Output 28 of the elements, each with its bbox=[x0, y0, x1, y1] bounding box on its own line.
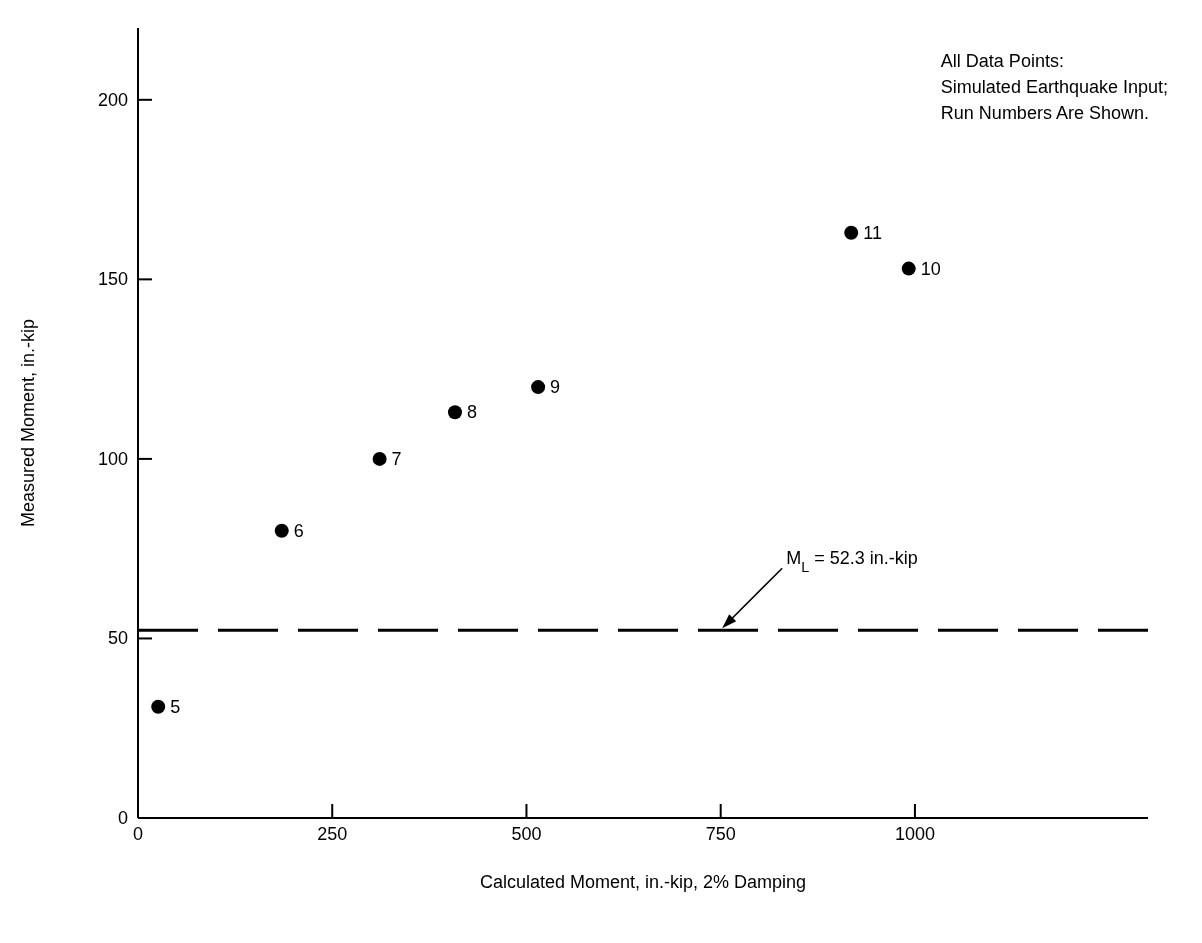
point bbox=[274, 523, 289, 538]
annotation: 7 bbox=[391, 448, 402, 469]
point bbox=[901, 261, 916, 276]
annotation: 9 bbox=[550, 377, 561, 398]
y-tick-label: 50 bbox=[107, 628, 128, 649]
y-tick-label: 0 bbox=[117, 808, 128, 828]
point bbox=[372, 451, 387, 466]
annotation: 10 bbox=[920, 258, 941, 279]
point bbox=[447, 405, 462, 420]
point bbox=[531, 380, 546, 395]
annotation: 5 bbox=[170, 696, 181, 717]
y-tick-label: 150 bbox=[97, 269, 128, 290]
annotation: 11 bbox=[863, 222, 882, 243]
x-tick-label: 750 bbox=[705, 824, 736, 844]
annotation: 8 bbox=[466, 402, 477, 423]
y-tick-label: 200 bbox=[97, 89, 128, 110]
ref-line-label: M$_{L}$ = 52.3 in.-kip bbox=[786, 548, 918, 576]
point bbox=[844, 225, 859, 240]
x-tick-label: 250 bbox=[317, 824, 348, 844]
x-tick-label: 1000 bbox=[894, 824, 935, 844]
x-tick-label: 0 bbox=[132, 824, 144, 844]
y-tick-label: 100 bbox=[97, 448, 128, 469]
annotation: All Data Points: Simulated Earthquake Input; Run Numbers Are Shown. bbox=[940, 50, 1168, 125]
x-axis-title: Calculated Moment, in.-kip, 2% Damping bbox=[479, 872, 807, 892]
x-tick-label: 500 bbox=[511, 824, 542, 844]
point bbox=[151, 699, 166, 714]
annotation: 6 bbox=[293, 520, 304, 541]
y-axis-title: Measured Moment, in.-kip bbox=[18, 318, 39, 528]
